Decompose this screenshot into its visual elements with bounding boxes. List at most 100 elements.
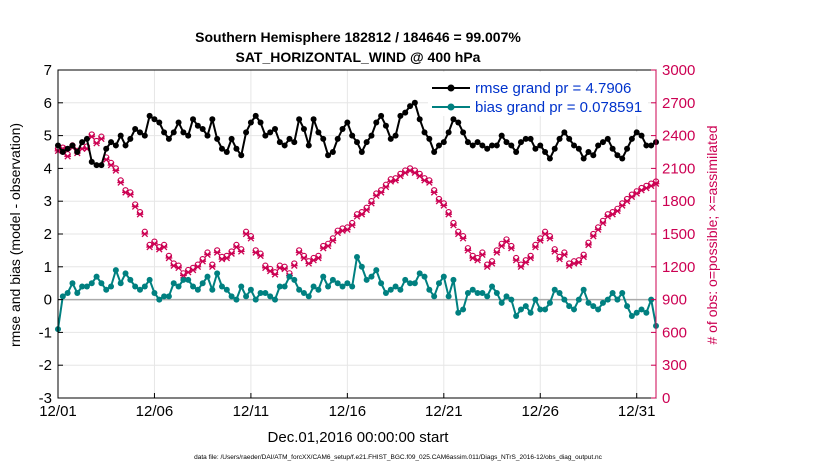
right-tick-label: 1500 bbox=[662, 226, 695, 243]
bias-point bbox=[450, 276, 457, 283]
rmse-point bbox=[392, 132, 399, 139]
rmse-point bbox=[64, 145, 71, 152]
obs-assimilated-point bbox=[387, 178, 395, 185]
bias-point bbox=[628, 313, 635, 319]
bias-point bbox=[281, 283, 288, 290]
rmse-point bbox=[354, 139, 360, 146]
rmse-point bbox=[479, 142, 486, 149]
rmse-point bbox=[243, 129, 250, 136]
bias-point bbox=[238, 283, 245, 290]
rmse-point bbox=[638, 132, 645, 139]
right-axis-label: # of obs: o=possible; ×=assimilated bbox=[704, 125, 720, 344]
bias-point bbox=[397, 286, 404, 293]
bias-point bbox=[633, 309, 640, 316]
obs-assimilated-point bbox=[126, 191, 134, 198]
rmse-point bbox=[296, 116, 303, 123]
rmse-point bbox=[98, 162, 105, 169]
rmse-point bbox=[628, 135, 635, 142]
obs-assimilated-point bbox=[189, 266, 197, 274]
obs-assimilated-point bbox=[237, 248, 245, 255]
x-axis-ticks: 12/01 12/06 12/11 12/16 12/21 12/26 12/31 bbox=[39, 393, 655, 420]
obs-assimilated-point bbox=[628, 193, 636, 201]
rmse-point bbox=[571, 142, 578, 149]
bias-point bbox=[141, 283, 148, 290]
right-tick-label: 2400 bbox=[662, 128, 695, 145]
obs-assimilated-point bbox=[488, 260, 496, 267]
bias-point bbox=[122, 270, 129, 277]
bias-point bbox=[132, 283, 139, 290]
bias-point bbox=[373, 267, 380, 274]
x-axis-label: Dec.01,2016 00:00:00 start bbox=[268, 429, 450, 446]
legend-box bbox=[428, 72, 648, 116]
bias-point bbox=[339, 283, 346, 290]
rmse-point bbox=[228, 135, 235, 142]
rmse-point bbox=[643, 142, 650, 149]
right-tick-label: 300 bbox=[662, 357, 687, 374]
rmse-point bbox=[517, 139, 524, 146]
bias-point bbox=[320, 273, 327, 280]
left-tick-label: 4 bbox=[44, 160, 52, 177]
obs-assimilated-point bbox=[633, 190, 641, 197]
bias-point bbox=[368, 273, 375, 280]
bias-point bbox=[392, 283, 399, 290]
bias-point bbox=[474, 290, 481, 297]
rmse-point bbox=[532, 145, 539, 152]
bias-point bbox=[170, 280, 177, 287]
obs-assimilated-point bbox=[527, 254, 535, 262]
bias-point bbox=[305, 293, 312, 300]
bias-point bbox=[411, 280, 418, 287]
rmse-point bbox=[286, 135, 293, 142]
rmse-point bbox=[127, 135, 134, 142]
rmse-point bbox=[74, 149, 81, 155]
rmse-point bbox=[315, 129, 322, 136]
obs-assimilated-point bbox=[397, 172, 404, 180]
obs-assimilated-point bbox=[136, 211, 144, 218]
bias-point bbox=[604, 296, 611, 303]
rmse-point bbox=[194, 122, 201, 129]
rmse-point bbox=[445, 129, 452, 136]
x-tick-label: 12/31 bbox=[618, 403, 656, 420]
bias-point bbox=[349, 283, 356, 290]
bias-point bbox=[585, 299, 592, 306]
rmse-point bbox=[247, 119, 254, 126]
bias-point bbox=[426, 286, 433, 293]
bias-point bbox=[537, 306, 544, 313]
bias-point bbox=[484, 293, 491, 300]
rmse-point bbox=[421, 129, 428, 136]
obs-assimilated-point bbox=[594, 226, 602, 233]
rmse-point bbox=[407, 103, 414, 110]
rmse-point bbox=[363, 139, 370, 146]
obs-assimilated-point bbox=[507, 244, 515, 252]
obs-assimilated-point bbox=[430, 189, 438, 196]
bias-point bbox=[416, 270, 423, 277]
rmse-point bbox=[368, 132, 375, 139]
rmse-point bbox=[580, 155, 587, 162]
legend-rmse-label: rmse grand pr = 4.7906 bbox=[475, 80, 631, 97]
bias-point bbox=[223, 286, 230, 293]
rmse-point bbox=[378, 112, 385, 119]
obs-assimilated-point bbox=[165, 254, 173, 262]
rmse-point bbox=[83, 135, 90, 142]
obs-assimilated-point bbox=[464, 247, 472, 254]
right-tick-label: 3000 bbox=[662, 62, 695, 79]
rmse-point bbox=[599, 139, 606, 146]
obs-assimilated-point bbox=[300, 254, 308, 262]
bias-point bbox=[98, 280, 105, 287]
rmse-point bbox=[561, 129, 568, 136]
rmse-point bbox=[214, 135, 221, 142]
bias-point bbox=[527, 309, 534, 316]
obs-assimilated-point bbox=[213, 249, 221, 256]
obs-assimilated-point bbox=[570, 260, 578, 267]
bias-point bbox=[624, 303, 631, 310]
obs-assimilated-point bbox=[112, 167, 120, 174]
bias-point bbox=[590, 303, 597, 310]
bias-point bbox=[190, 283, 197, 290]
rmse-point bbox=[585, 149, 592, 155]
rmse-point bbox=[300, 126, 307, 133]
obs-assimilated-point bbox=[546, 235, 554, 242]
obs-assimilated-point bbox=[575, 259, 583, 266]
obs-assimilated-point bbox=[194, 263, 202, 271]
obs-assimilated-point bbox=[589, 232, 597, 240]
bias-point bbox=[267, 293, 274, 300]
obs-assimilated-point bbox=[271, 271, 279, 278]
